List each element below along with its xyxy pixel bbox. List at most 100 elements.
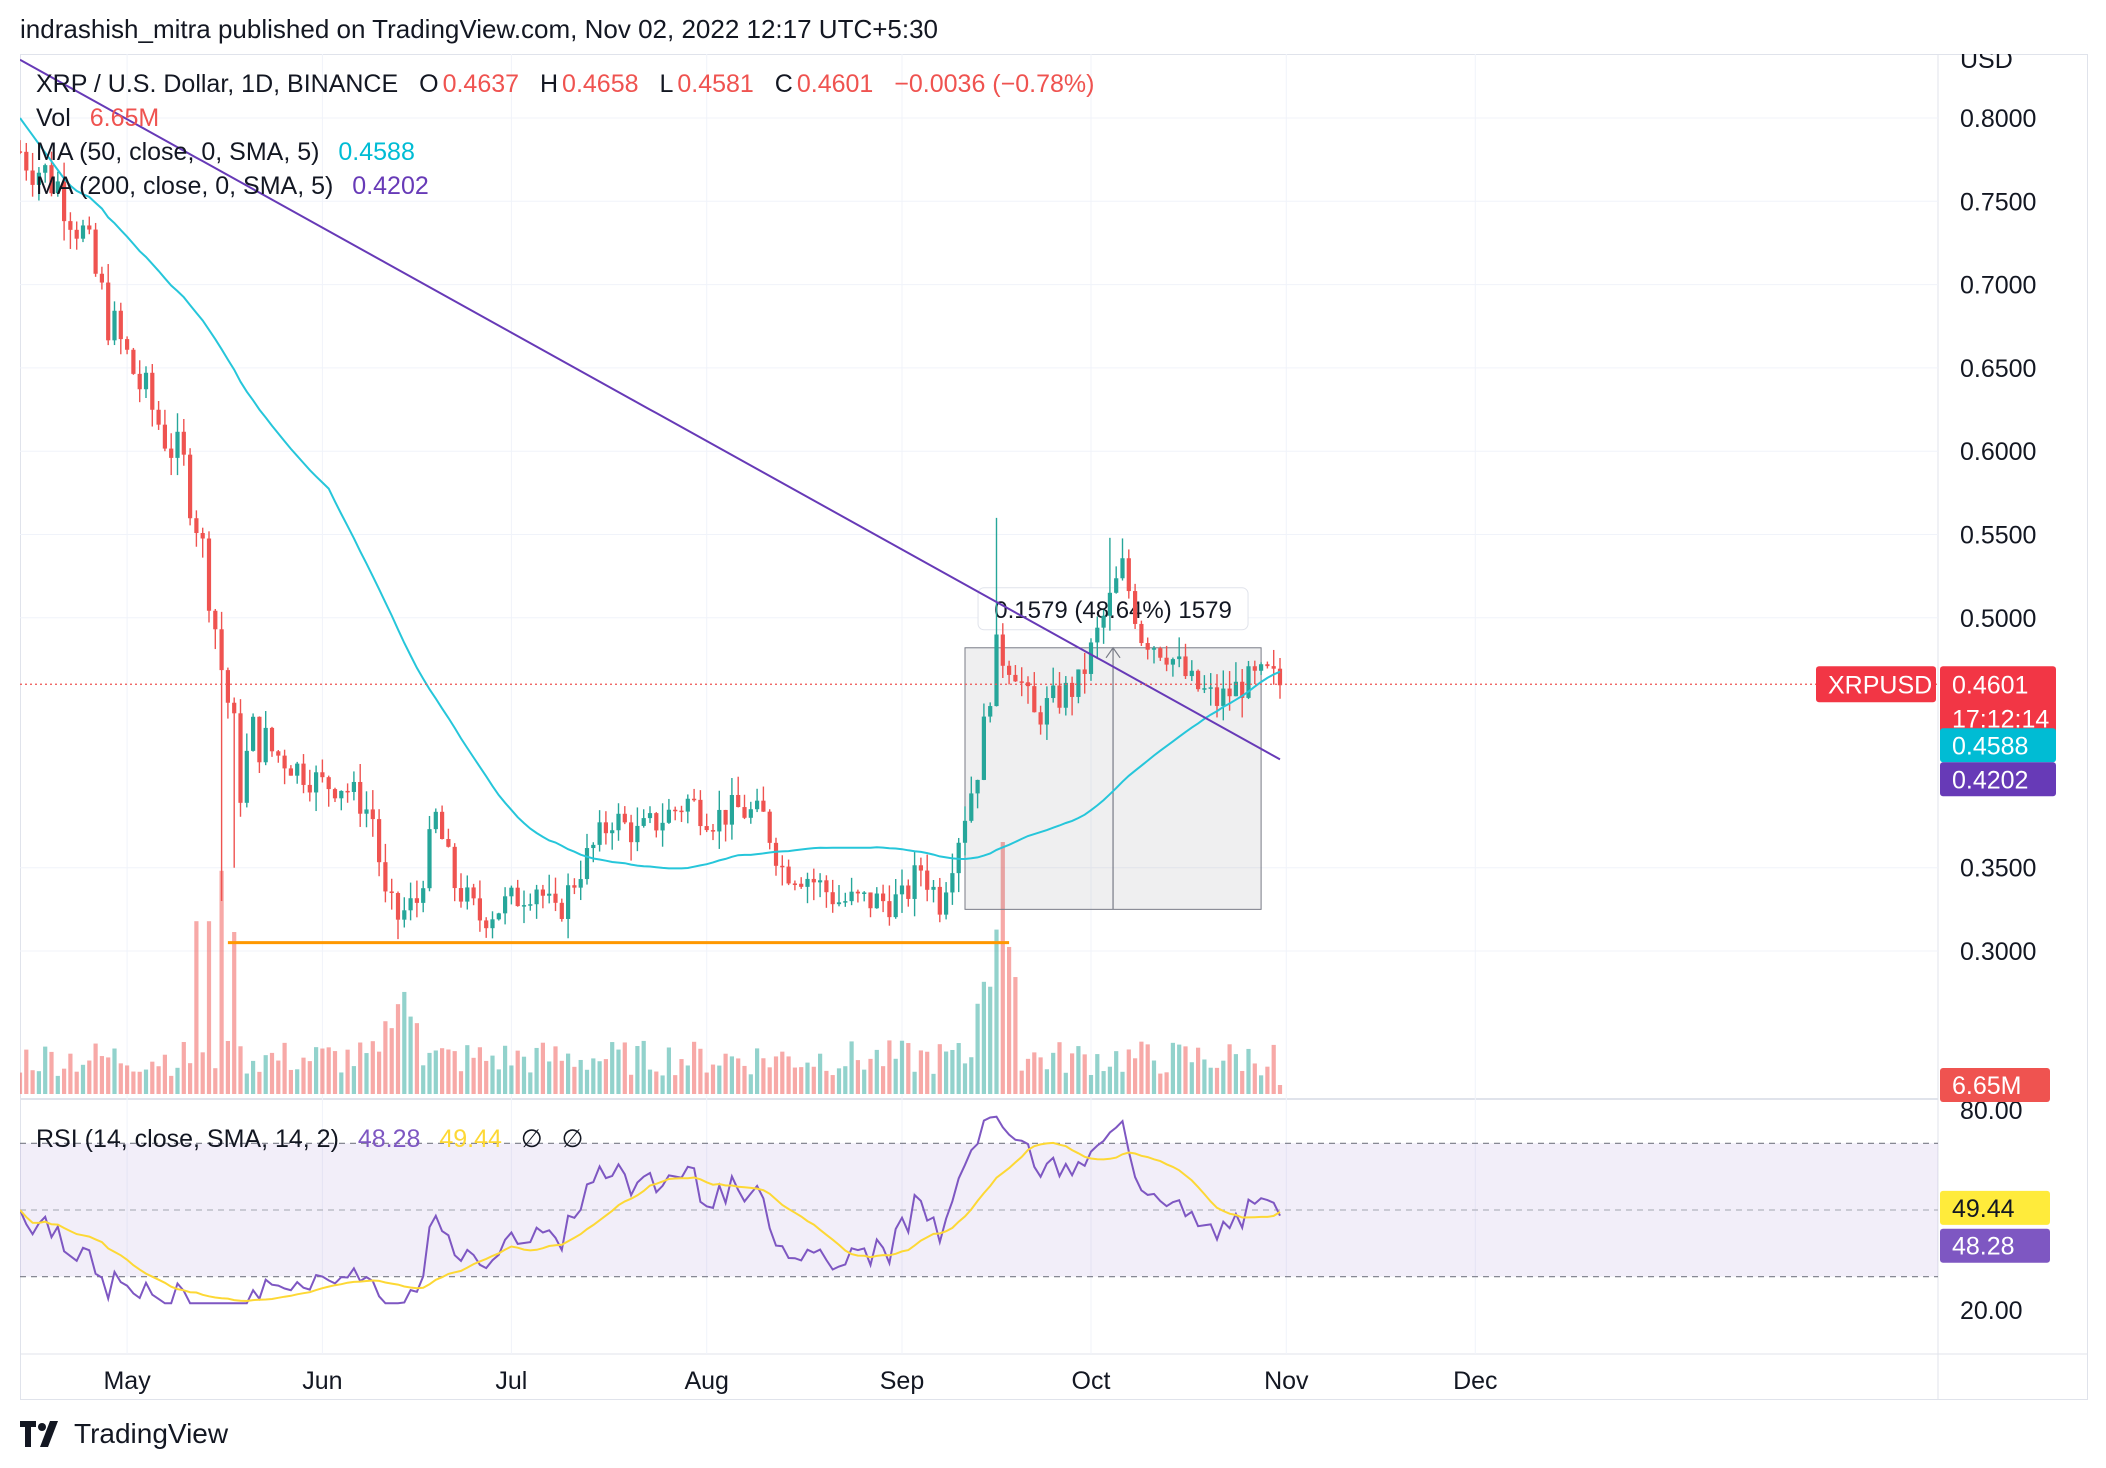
volume-bar — [843, 1066, 848, 1094]
volume-bar — [767, 1067, 772, 1094]
legend-volume[interactable]: Vol 6.65M — [36, 104, 163, 133]
candle-body — [169, 448, 174, 458]
footer-brand[interactable]: TradingView — [20, 1418, 228, 1450]
candle-body — [572, 885, 577, 888]
candle-body — [87, 225, 92, 230]
chart-svg[interactable]: 0.1579 (48.64%) 1579 0.8000 0.7500 0.7000 0… — [17, 46, 2088, 1400]
price-tick-label: 0.6000 — [1960, 438, 2036, 466]
volume-bar — [402, 991, 407, 1094]
candle-body — [1189, 670, 1194, 677]
candle-body — [975, 779, 980, 794]
candle-body — [358, 781, 363, 814]
candle-body — [395, 893, 401, 920]
volume-bar — [225, 1040, 230, 1094]
candle-body — [1151, 648, 1157, 650]
candle-body — [830, 892, 835, 905]
volume-bar — [484, 1060, 489, 1094]
price-tick-label: 0.5000 — [1960, 605, 2036, 633]
volume-bar — [1246, 1048, 1251, 1094]
volume-bar — [194, 921, 199, 1094]
volume-bar — [433, 1050, 438, 1094]
volume-bar — [238, 1046, 243, 1094]
volume-bar — [1240, 1070, 1245, 1094]
candle-body — [547, 893, 552, 896]
candle-body — [692, 798, 697, 801]
candle-body — [931, 886, 936, 890]
price-tick-label: 0.5500 — [1960, 522, 2036, 550]
footer-brand-text: TradingView — [74, 1418, 229, 1449]
candle-body — [868, 892, 873, 909]
candle-body — [666, 809, 671, 823]
volume-bar — [414, 1023, 419, 1094]
volume-bar — [931, 1073, 936, 1094]
ma200-badge-bg — [1940, 762, 2056, 797]
candle-body — [402, 910, 407, 920]
candle-body — [433, 811, 438, 830]
measure-label: 0.1579 (48.64%) 1579 — [994, 597, 1232, 624]
time-tick-label: Sep — [880, 1367, 924, 1395]
volume-bar — [1252, 1063, 1257, 1094]
volume-bar — [169, 1075, 174, 1094]
candle-body — [1139, 623, 1144, 644]
volume-bar — [1158, 1073, 1163, 1094]
time-tick-label: Aug — [684, 1367, 728, 1395]
volume-bar — [408, 1016, 413, 1094]
candle-body — [408, 898, 413, 911]
volume-bar — [1208, 1067, 1213, 1094]
candle-body — [988, 706, 993, 717]
legend-change: −0.0036 (−0.78%) — [894, 70, 1095, 98]
candle-body — [206, 538, 212, 611]
volume-bar — [503, 1045, 508, 1094]
volume-bar — [893, 1058, 898, 1094]
volume-bar — [181, 1041, 186, 1094]
volume-bar — [358, 1042, 363, 1094]
candle-body — [723, 809, 728, 825]
candle-body — [635, 825, 640, 843]
volume-bar — [232, 932, 237, 1094]
candle-body — [1227, 688, 1232, 697]
volume-bar — [1170, 1042, 1175, 1094]
price-tick-label: 0.8000 — [1960, 105, 2036, 133]
volume-bar — [314, 1047, 319, 1094]
candle-body — [698, 799, 703, 827]
candle-body — [761, 800, 766, 812]
moving-averages — [19, 58, 1938, 945]
chart-frame[interactable]: 0.1579 (48.64%) 1579 0.8000 0.7500 0.7000 0… — [17, 46, 2088, 1400]
candle-body — [351, 781, 356, 792]
volume-bar — [1025, 1058, 1031, 1094]
volume-bar — [36, 1071, 41, 1094]
volume-bar — [471, 1057, 476, 1094]
candle-body — [799, 883, 804, 887]
candle-body — [364, 809, 369, 814]
legend-rsi[interactable]: RSI (14, close, SMA, 14, 2) 48.28 49.44 … — [36, 1124, 587, 1154]
candle-body — [1145, 643, 1150, 650]
candle-body — [925, 870, 930, 890]
candle-body — [1000, 634, 1005, 666]
candle-body — [641, 818, 646, 826]
volume-bar — [899, 1040, 905, 1094]
candle-body — [654, 813, 659, 831]
measure-tool[interactable]: 0.1579 (48.64%) 1579 — [964, 587, 1262, 910]
legend-ma50[interactable]: MA (50, close, 0, SMA, 5) 0.4588 — [36, 138, 419, 167]
candle-body — [62, 181, 67, 222]
candle-body — [24, 151, 29, 171]
legend-low: 0.4581 — [677, 70, 754, 98]
legend-symbol[interactable]: XRP / U.S. Dollar, 1D, BINANCE — [36, 70, 399, 98]
candle-body — [629, 822, 634, 843]
candle-body — [1240, 681, 1245, 698]
candle-body — [213, 610, 218, 630]
legend-ma200-label: MA (200, close, 0, SMA, 5) — [36, 172, 334, 200]
volume-bar — [1120, 1071, 1125, 1094]
volume-bar — [610, 1042, 615, 1094]
volume-bar — [156, 1066, 161, 1094]
volume-bar — [616, 1049, 621, 1094]
price-axis-currency: USD — [1960, 54, 2013, 74]
volume-bar — [1196, 1047, 1201, 1094]
candle-body — [1196, 670, 1201, 690]
candle-body — [458, 888, 464, 902]
candle-body — [1183, 656, 1188, 677]
candle-body — [99, 273, 104, 283]
candle-body — [503, 896, 508, 914]
legend-ma200[interactable]: MA (200, close, 0, SMA, 5) 0.4202 — [36, 172, 433, 201]
volume-bar — [1202, 1059, 1207, 1094]
